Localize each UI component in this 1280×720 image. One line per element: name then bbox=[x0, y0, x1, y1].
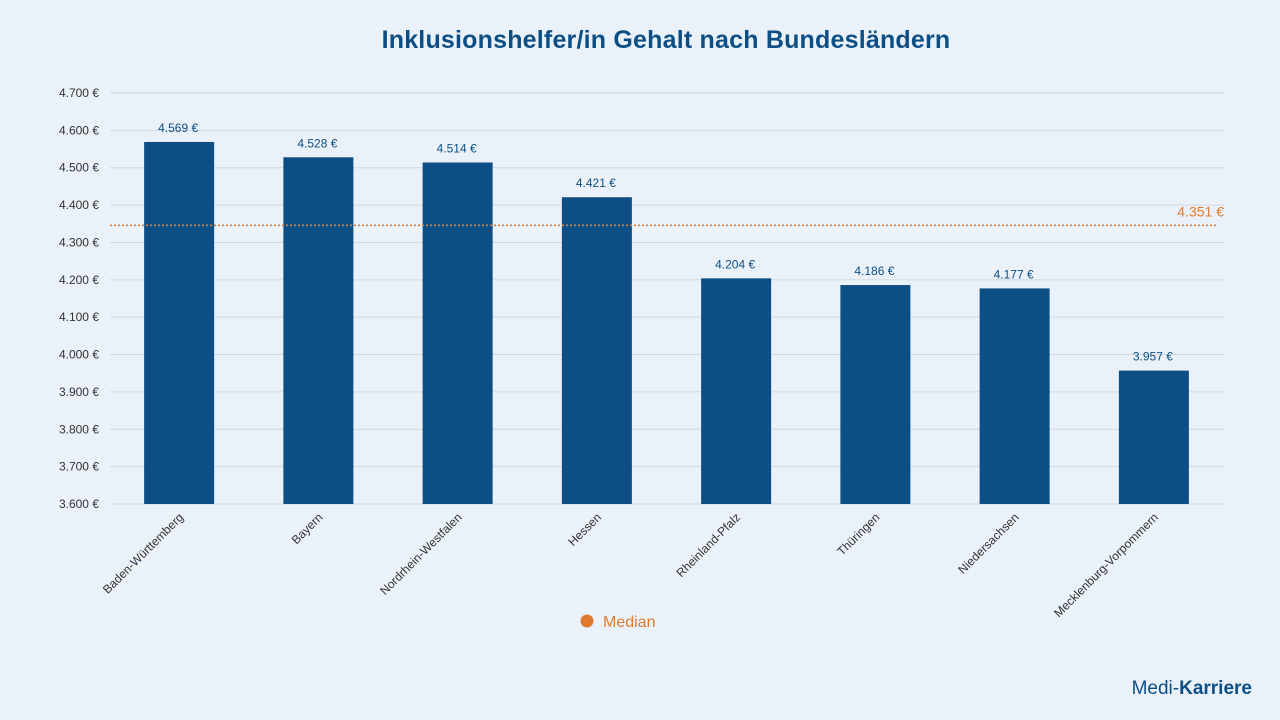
y-tick-label: 3.600 € bbox=[59, 497, 99, 511]
bar-value-label: 3.957 € bbox=[1133, 350, 1173, 364]
brand-logo: Medi-Karriere bbox=[1132, 678, 1252, 700]
y-tick-label: 4.200 € bbox=[59, 273, 99, 287]
bar bbox=[144, 141, 215, 505]
bar-value-label: 4.204 € bbox=[715, 257, 755, 271]
x-tick-label: Nordrhein-Westfalen bbox=[377, 510, 465, 598]
x-tick-label: Hessen bbox=[565, 510, 604, 549]
median-value-label: 4.351 € bbox=[1177, 203, 1224, 219]
x-tick-label: Bayern bbox=[289, 510, 326, 547]
bar-value-label: 4.177 € bbox=[994, 267, 1034, 281]
chart-title: Inklusionshelfer/in Gehalt nach Bundeslä… bbox=[381, 26, 951, 54]
brand-logo-part1: Medi- bbox=[1131, 678, 1180, 699]
bar-value-label: 4.528 € bbox=[297, 136, 337, 150]
y-tick-label: 3.700 € bbox=[59, 460, 99, 474]
x-tick-label: Niedersachsen bbox=[955, 510, 1022, 577]
median-legend-label: Median bbox=[603, 614, 655, 631]
y-tick-label: 4.100 € bbox=[59, 310, 99, 324]
brand-logo-part2: Karriere bbox=[1179, 678, 1252, 699]
x-tick-label: Mecklenburg-Vorpommern bbox=[1051, 510, 1161, 620]
y-tick-label: 4.000 € bbox=[59, 348, 99, 362]
bar bbox=[979, 288, 1050, 504]
y-tick-label: 3.900 € bbox=[59, 385, 99, 399]
y-tick-label: 4.600 € bbox=[59, 123, 99, 137]
bar bbox=[422, 162, 493, 504]
x-tick-label: Baden-Württemberg bbox=[100, 510, 186, 596]
bar-value-label: 4.569 € bbox=[158, 121, 198, 135]
bar bbox=[1118, 370, 1189, 504]
x-tick-label: Rheinland-Pfalz bbox=[673, 510, 743, 580]
y-tick-label: 4.500 € bbox=[59, 161, 99, 175]
bar bbox=[701, 278, 772, 504]
bar-value-label: 4.421 € bbox=[576, 176, 616, 190]
bar bbox=[283, 157, 354, 505]
bar bbox=[561, 197, 632, 504]
y-tick-label: 4.300 € bbox=[59, 235, 99, 249]
x-tick-label: Thüringen bbox=[834, 510, 882, 558]
y-tick-label: 4.400 € bbox=[59, 198, 99, 212]
bar bbox=[840, 285, 911, 504]
y-tick-label: 4.700 € bbox=[59, 86, 99, 100]
y-tick-label: 3.800 € bbox=[59, 422, 99, 436]
bar-value-label: 4.514 € bbox=[437, 141, 477, 155]
bar-value-label: 4.186 € bbox=[854, 264, 894, 278]
median-legend-marker bbox=[580, 614, 594, 628]
